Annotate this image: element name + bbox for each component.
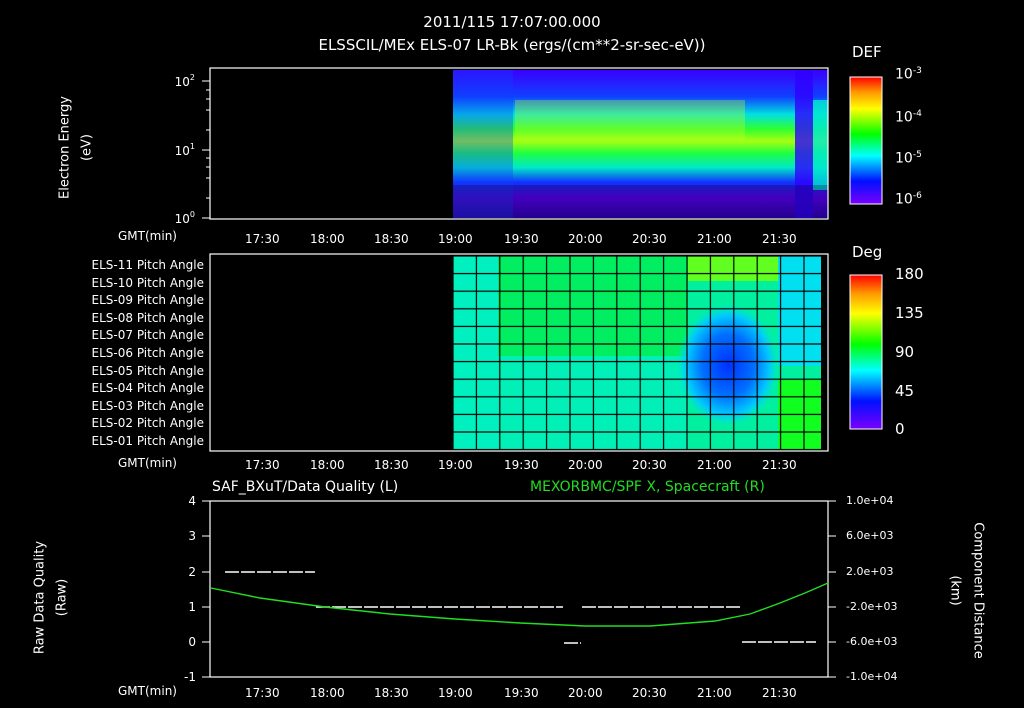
spacecraft-x-title: MEXORBMC/SPF X, Spacecraft (R)	[530, 479, 765, 495]
deg-tick: 45	[895, 382, 915, 400]
deg-colorbar-title: Deg	[852, 243, 883, 261]
gmt-label-1: GMT(min)	[118, 229, 177, 243]
time-tick: 18:30	[374, 458, 409, 472]
plot-subtitle: ELSSCIL/MEx ELS-07 LR-Bk (ergs/(cm**2-sr…	[318, 36, 706, 54]
plot-timestamp: 2011/115 17:07:00.000	[423, 13, 601, 31]
pitch-angle-panel	[209, 253, 829, 452]
time-tick: 21:00	[697, 686, 732, 700]
time-tick: 20:30	[632, 458, 667, 472]
row-label: ELS-01 Pitch Angle	[91, 433, 204, 448]
time-tick: 19:30	[504, 458, 539, 472]
gmt-label-3: GMT(min)	[118, 684, 177, 698]
def-tick-1: 10-4	[895, 109, 922, 126]
energy-ylabel-units: (eV)	[79, 133, 95, 162]
deg-colorbar	[849, 274, 883, 430]
spacecraft-x-series	[210, 582, 829, 627]
time-tick: 17:30	[245, 232, 280, 246]
time-tick: 20:30	[632, 232, 667, 246]
row-label: ELS-09 Pitch Angle	[91, 293, 204, 308]
def-colorbar-title: DEF	[852, 43, 882, 61]
deg-tick: 0	[895, 420, 905, 438]
row-label: ELS-07 Pitch Angle	[91, 328, 204, 343]
row-label: ELS-10 Pitch Angle	[91, 275, 204, 290]
ltick-4: 4	[188, 494, 196, 508]
time-tick: 18:00	[310, 232, 345, 246]
energy-axis-ticks	[202, 80, 210, 219]
time-tick: 17:30	[245, 686, 280, 700]
distance-ylabel: Component Distance	[970, 522, 986, 659]
def-tick-exp-1: -4	[912, 109, 922, 119]
time-tick: 17:30	[245, 458, 280, 472]
rtick: 2.0e+03	[846, 565, 894, 578]
time-tick: 21:00	[697, 232, 732, 246]
ltick-1: 1	[188, 600, 196, 614]
time-tick: 20:00	[568, 686, 603, 700]
deg-tick: 135	[895, 304, 924, 322]
time-tick: 20:30	[632, 686, 667, 700]
def-tick-exp-2: -5	[912, 150, 922, 160]
row-label: ELS-11 Pitch Angle	[91, 258, 204, 272]
def-tick-exp-0: -3	[912, 66, 922, 76]
pitch-angle-row-labels: ELS-11 Pitch Angle ELS-10 Pitch Angle EL…	[40, 257, 204, 451]
time-tick: 18:00	[310, 458, 345, 472]
time-tick: 19:30	[504, 232, 539, 246]
ytick-1e1: 101	[175, 142, 195, 158]
data-quality-panel	[202, 500, 836, 678]
data-quality-series	[225, 571, 816, 644]
time-tick: 21:30	[762, 686, 797, 700]
time-tick: 18:30	[374, 686, 409, 700]
time-tick: 21:00	[697, 458, 732, 472]
time-tick: 18:00	[310, 686, 345, 700]
rtick: 6.0e+03	[846, 529, 894, 542]
time-tick: 19:30	[504, 686, 539, 700]
deg-tick: 180	[895, 265, 924, 283]
def-colorbar	[849, 76, 883, 205]
rtick: -2.0e+03	[846, 600, 898, 613]
def-tick-2: 10-5	[895, 150, 922, 167]
ltick-0: 0	[188, 635, 196, 649]
rtick: -1.0e+04	[846, 670, 898, 683]
def-tick-exp-3: -6	[912, 191, 922, 201]
ltick-2: 2	[188, 565, 196, 579]
time-tick: 20:00	[568, 458, 603, 472]
time-tick: 18:30	[374, 232, 409, 246]
ytick-1e0: 100	[175, 210, 195, 226]
row-label: ELS-03 Pitch Angle	[91, 398, 204, 413]
ltick-neg1: -1	[184, 670, 196, 684]
row-label: ELS-02 Pitch Angle	[91, 416, 204, 431]
def-tick-3: 10-6	[895, 191, 922, 208]
energy-spectrogram-panel	[209, 67, 829, 220]
row-label: ELS-08 Pitch Angle	[91, 310, 204, 325]
time-tick: 19:00	[438, 686, 473, 700]
time-tick: 21:30	[762, 232, 797, 246]
raw-quality-ylabel-units: (Raw)	[54, 578, 70, 617]
data-quality-title: SAF_BXuT/Data Quality (L)	[212, 479, 399, 495]
rtick: -6.0e+03	[846, 635, 898, 648]
gmt-label-2: GMT(min)	[118, 456, 177, 470]
deg-tick: 90	[895, 343, 915, 361]
time-tick: 19:00	[438, 458, 473, 472]
raw-quality-ylabel: Raw Data Quality	[32, 540, 48, 655]
rtick: 1.0e+04	[846, 494, 894, 507]
energy-ylabel: Electron Energy	[57, 96, 73, 199]
distance-ylabel-units: (km)	[947, 575, 963, 606]
time-tick: 21:30	[762, 458, 797, 472]
ltick-3: 3	[188, 529, 196, 543]
ytick-1e2: 102	[175, 73, 195, 89]
row-label: ELS-05 Pitch Angle	[91, 363, 204, 378]
time-tick: 20:00	[568, 232, 603, 246]
row-label: ELS-04 Pitch Angle	[91, 381, 204, 396]
time-tick: 19:00	[438, 232, 473, 246]
def-tick-0: 10-3	[895, 66, 922, 83]
row-label: ELS-06 Pitch Angle	[91, 345, 204, 360]
